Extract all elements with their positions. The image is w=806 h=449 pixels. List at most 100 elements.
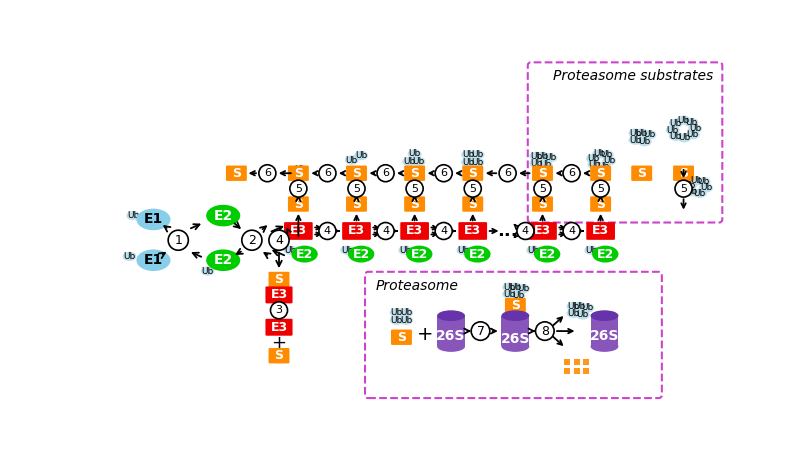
- Ellipse shape: [596, 162, 610, 171]
- Circle shape: [271, 302, 288, 319]
- Text: E1: E1: [143, 253, 163, 267]
- Text: 4: 4: [324, 226, 331, 236]
- Text: S: S: [294, 167, 303, 180]
- Text: S: S: [468, 167, 477, 180]
- Ellipse shape: [683, 181, 696, 190]
- Ellipse shape: [588, 160, 601, 169]
- Text: Ub: Ub: [403, 157, 415, 166]
- Ellipse shape: [696, 177, 711, 186]
- Circle shape: [348, 180, 365, 197]
- FancyBboxPatch shape: [404, 166, 425, 181]
- Ellipse shape: [575, 310, 590, 320]
- Circle shape: [435, 223, 452, 239]
- Ellipse shape: [638, 137, 652, 146]
- Text: Ub: Ub: [588, 160, 600, 169]
- Ellipse shape: [538, 160, 553, 169]
- Ellipse shape: [345, 155, 359, 165]
- Text: Ub: Ub: [399, 246, 411, 255]
- Text: 5: 5: [411, 184, 418, 194]
- Ellipse shape: [686, 130, 700, 139]
- Text: Ub: Ub: [462, 150, 474, 159]
- Text: 5: 5: [680, 184, 687, 194]
- Text: Ub: Ub: [294, 165, 306, 174]
- Circle shape: [319, 165, 336, 182]
- Text: Ub: Ub: [513, 291, 525, 300]
- Circle shape: [464, 180, 481, 197]
- Ellipse shape: [684, 118, 698, 127]
- Ellipse shape: [526, 246, 540, 255]
- Ellipse shape: [699, 183, 713, 193]
- Ellipse shape: [471, 150, 484, 159]
- Circle shape: [517, 223, 534, 239]
- Text: Ub: Ub: [670, 132, 682, 141]
- Ellipse shape: [677, 133, 692, 142]
- Text: E3: E3: [271, 288, 288, 301]
- FancyBboxPatch shape: [265, 286, 293, 304]
- Ellipse shape: [591, 341, 618, 352]
- Ellipse shape: [689, 176, 703, 185]
- Text: E2: E2: [214, 253, 233, 267]
- Text: 8: 8: [541, 325, 549, 338]
- Text: Ub: Ub: [685, 118, 697, 127]
- Text: 4: 4: [440, 226, 447, 236]
- Ellipse shape: [354, 151, 368, 160]
- Text: Ub: Ub: [503, 283, 515, 292]
- Circle shape: [377, 223, 394, 239]
- Ellipse shape: [123, 252, 136, 261]
- Bar: [574, 368, 580, 374]
- Text: E2: E2: [538, 247, 556, 260]
- Text: Ub: Ub: [509, 283, 521, 292]
- Text: Ub: Ub: [629, 136, 642, 145]
- FancyBboxPatch shape: [590, 196, 611, 212]
- Circle shape: [563, 223, 580, 239]
- Text: Ub: Ub: [636, 129, 648, 138]
- Text: ...: ...: [497, 222, 518, 240]
- Ellipse shape: [535, 152, 550, 161]
- Ellipse shape: [402, 157, 416, 166]
- Text: Ub: Ub: [603, 156, 615, 165]
- FancyBboxPatch shape: [673, 166, 694, 181]
- Ellipse shape: [573, 302, 587, 311]
- Ellipse shape: [534, 246, 560, 263]
- Text: E3: E3: [406, 224, 423, 238]
- Ellipse shape: [501, 341, 530, 352]
- Text: Ub: Ub: [123, 252, 135, 261]
- Text: E2: E2: [214, 209, 233, 223]
- Text: Proteasome substrates: Proteasome substrates: [553, 69, 713, 83]
- Text: Ub: Ub: [700, 183, 713, 192]
- Text: Proteasome: Proteasome: [376, 279, 459, 293]
- Text: 26S: 26S: [590, 329, 619, 343]
- Text: Ub: Ub: [677, 115, 690, 125]
- Text: Ub: Ub: [678, 133, 691, 142]
- Ellipse shape: [666, 125, 679, 135]
- Ellipse shape: [516, 284, 530, 293]
- Ellipse shape: [399, 316, 413, 325]
- Bar: [437, 316, 465, 347]
- Text: 6: 6: [440, 168, 447, 178]
- Text: S: S: [538, 198, 547, 211]
- Ellipse shape: [398, 246, 413, 255]
- FancyBboxPatch shape: [288, 166, 309, 181]
- Text: +: +: [417, 326, 433, 344]
- Ellipse shape: [284, 246, 297, 255]
- Ellipse shape: [501, 310, 530, 321]
- Ellipse shape: [464, 246, 491, 263]
- Text: Ub: Ub: [689, 124, 701, 133]
- Text: Ub: Ub: [530, 158, 542, 168]
- FancyBboxPatch shape: [463, 196, 484, 212]
- Circle shape: [563, 165, 580, 182]
- Text: Ub: Ub: [587, 154, 599, 163]
- FancyBboxPatch shape: [528, 62, 722, 223]
- Text: Ub: Ub: [391, 308, 403, 317]
- Text: Ub: Ub: [517, 284, 530, 293]
- Text: S: S: [679, 167, 688, 180]
- Text: Ub: Ub: [687, 130, 699, 139]
- Text: S: S: [538, 167, 547, 180]
- Ellipse shape: [592, 150, 606, 158]
- Text: S: S: [410, 167, 419, 180]
- Text: E3: E3: [534, 224, 551, 238]
- Text: Ub: Ub: [472, 150, 484, 159]
- Text: 4: 4: [275, 234, 283, 247]
- Text: S: S: [352, 167, 361, 180]
- Text: Ub: Ub: [643, 130, 655, 139]
